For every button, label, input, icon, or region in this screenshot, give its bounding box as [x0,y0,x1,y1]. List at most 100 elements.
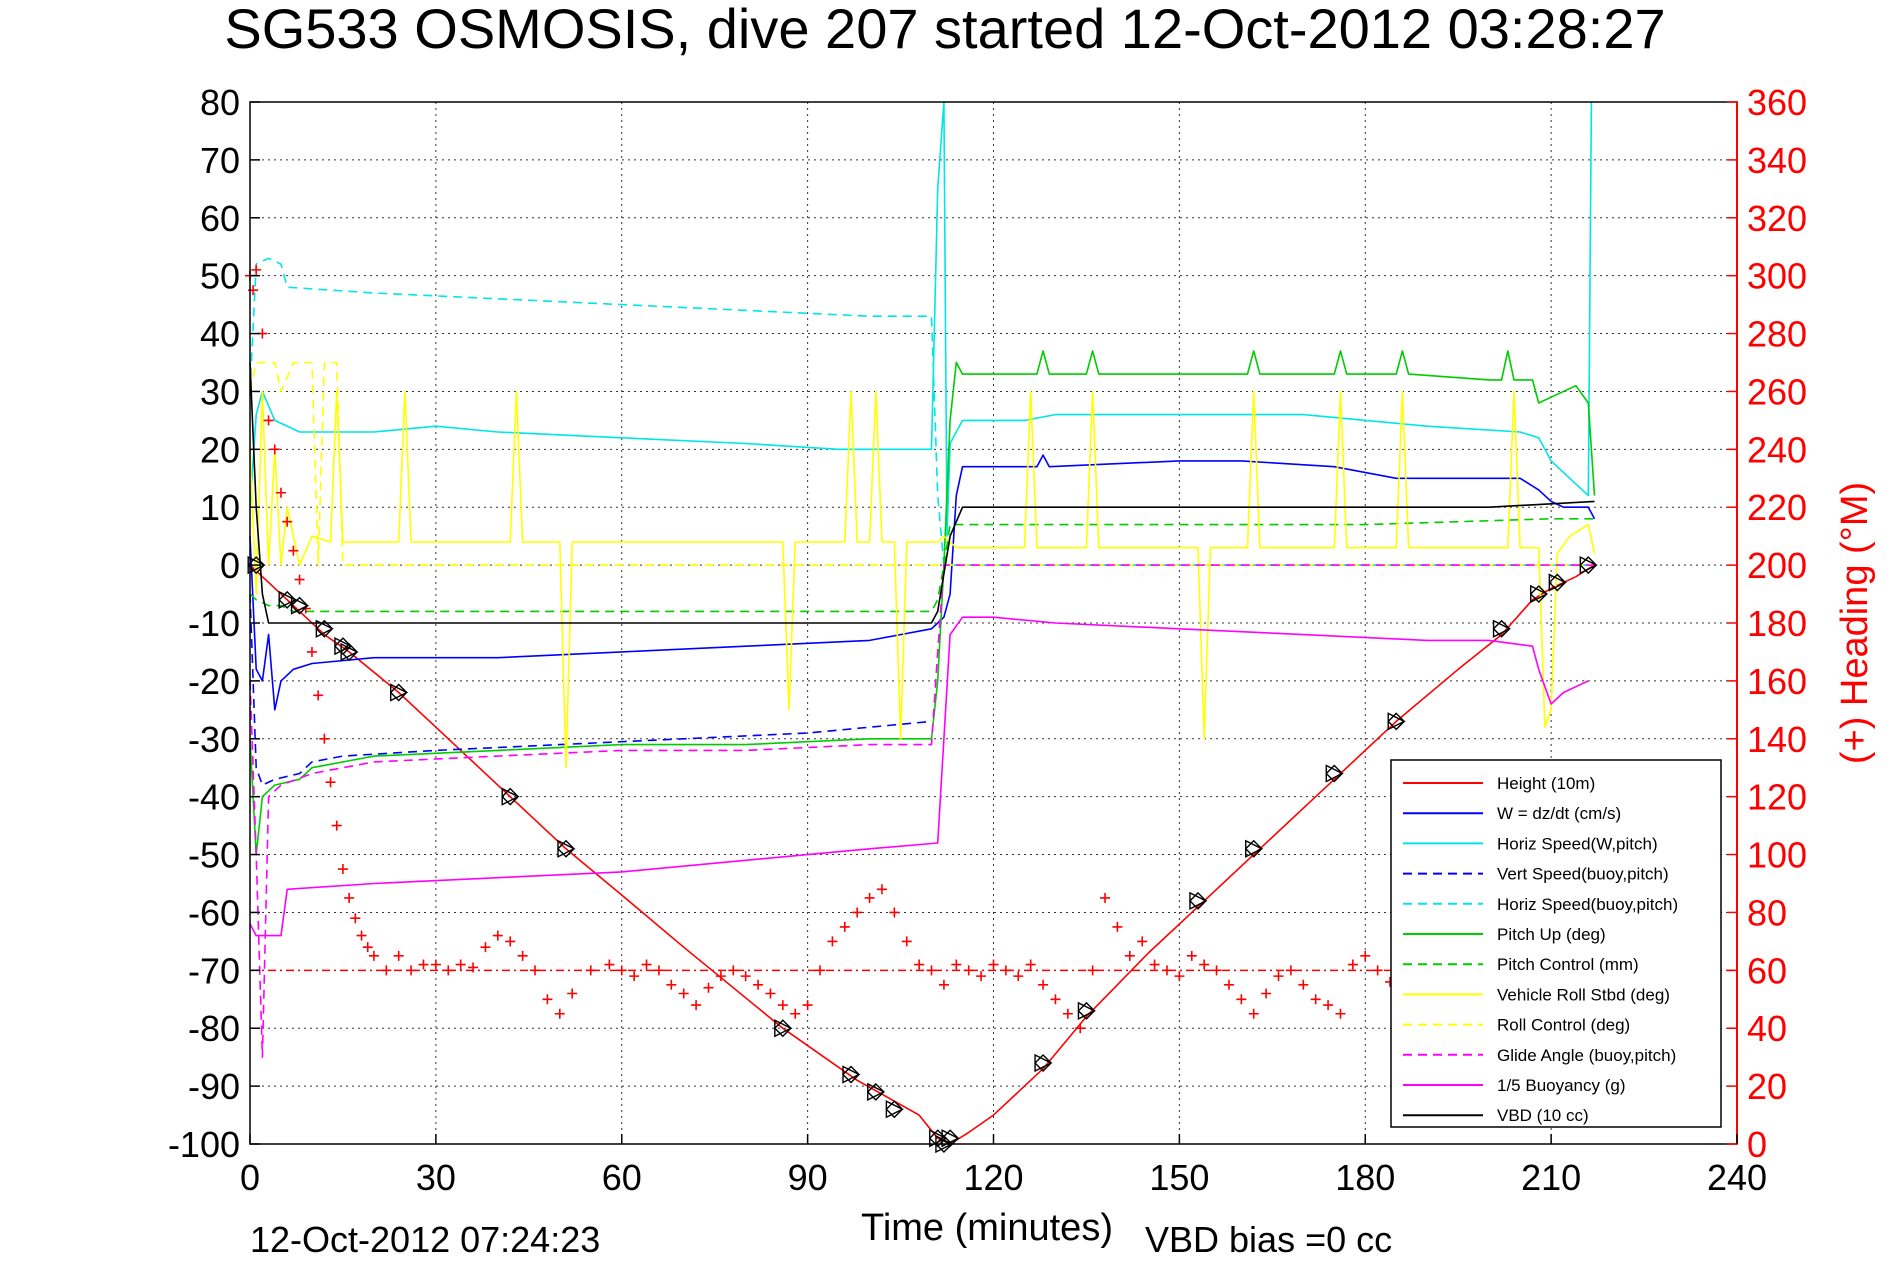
right-tick-label: 140 [1747,719,1807,760]
legend-label: Pitch Up (deg) [1497,925,1606,944]
heading-point [282,516,293,527]
height-marker [866,1082,886,1102]
footer-vbd-bias: VBD bias =0 cc [1145,1219,1392,1260]
heading-point [306,646,317,657]
heading-point [1335,1008,1346,1019]
right-axis-ticks: 3603403203002802602402202001801601401201… [1727,82,1807,1165]
heading-point [1323,1000,1334,1011]
heading-point [765,988,776,999]
y-tick-label: -50 [188,835,240,876]
heading-point [777,1000,788,1011]
heading-point [666,979,677,990]
height-marker [941,1129,960,1148]
heading-point [1100,892,1111,903]
y-tick-label: 10 [200,487,240,528]
height-marker [556,839,576,858]
heading-point [1174,971,1185,982]
heading-point [455,959,466,970]
legend-label: Height (10m) [1497,774,1595,793]
y-tick-label: -20 [188,661,240,702]
heading-point [350,913,361,924]
right-tick-label: 160 [1747,661,1807,702]
y-tick-label: -10 [188,603,240,644]
heading-point [269,444,280,455]
right-tick-label: 100 [1747,835,1807,876]
heading-point [1025,959,1036,970]
legend-label: Vehicle Roll Stbd (deg) [1497,985,1670,1004]
heading-point [691,1000,702,1011]
right-tick-label: 40 [1747,1008,1787,1049]
height-marker [290,596,310,615]
footer-timestamp: 12-Oct-2012 07:24:23 [250,1219,600,1260]
heading-point [567,988,578,999]
series-line-0 [249,564,1595,1145]
series-line-7 [249,390,1596,769]
height-marker [1579,555,1598,575]
heading-point [530,965,541,976]
heading-point [319,733,330,744]
heading-point [914,959,925,970]
heading-point [938,979,949,990]
heading-point [1236,994,1247,1005]
legend-label: VBD (10 cc) [1497,1106,1589,1125]
right-tick-label: 0 [1747,1124,1767,1165]
heading-point [468,962,479,973]
heading-point [1050,994,1061,1005]
heading-point [1112,921,1123,932]
heading-point [753,979,764,990]
heading-point [876,884,887,895]
heading-point [926,965,937,976]
y-tick-label: -100 [168,1124,240,1165]
x-tick-label: 150 [1149,1157,1209,1198]
x-axis-ticks: 0 30 60 90 120 150 180 210 240 [240,1134,1767,1198]
heading-point [976,971,987,982]
heading-point [864,892,875,903]
heading-point [1285,965,1296,976]
y-tick-label: 30 [200,371,240,412]
series-line-9 [249,564,1595,1058]
heading-point [1149,959,1160,970]
heading-point [1223,979,1234,990]
heading-point [1013,971,1024,982]
y-tick-label: -40 [188,777,240,818]
heading-point [1075,1023,1086,1034]
right-tick-label: 280 [1747,314,1807,355]
heading-point [827,936,838,947]
heading-point [852,907,863,918]
legend-box [1390,759,1722,1128]
right-tick-label: 200 [1747,545,1807,586]
heading-point [616,965,627,976]
height-marker [885,1100,904,1119]
series-layer [249,101,1596,1145]
x-tick-label: 30 [416,1157,456,1198]
heading-point [1310,994,1321,1005]
heading-point [951,959,962,970]
heading-point [381,965,392,976]
series-line-11 [249,362,1595,624]
legend-label: Vert Speed(buoy,pitch) [1497,865,1669,884]
heading-point [492,930,503,941]
heading-point [790,1008,801,1019]
heading-point [901,936,912,947]
height-marker [501,787,520,806]
right-tick-label: 300 [1747,256,1807,297]
series-line-10 [249,616,1589,937]
heading-point [839,921,850,932]
x-tick-label: 210 [1521,1157,1581,1198]
height-marker [247,555,266,575]
right-tick-label: 220 [1747,487,1807,528]
heading-point [604,959,615,970]
y-tick-label: 40 [200,314,240,355]
right-tick-label: 240 [1747,429,1807,470]
heading-point [1261,988,1272,999]
heading-point [1347,959,1358,970]
chart-title: SG533 OSMOSIS, dive 207 started 12-Oct-2… [224,0,1665,60]
height-marker [1548,573,1567,592]
height-marker [1529,584,1549,604]
y-axis-ticks: 80 70 60 50 40 30 20 10 0 -10 -20 -30 -40 -50 -60 -70 -8… [168,82,260,1165]
heading-point [1186,950,1197,961]
heading-point [263,415,274,426]
series-line-4 [249,257,1595,566]
heading-point [1124,950,1135,961]
height-marker [315,619,334,638]
